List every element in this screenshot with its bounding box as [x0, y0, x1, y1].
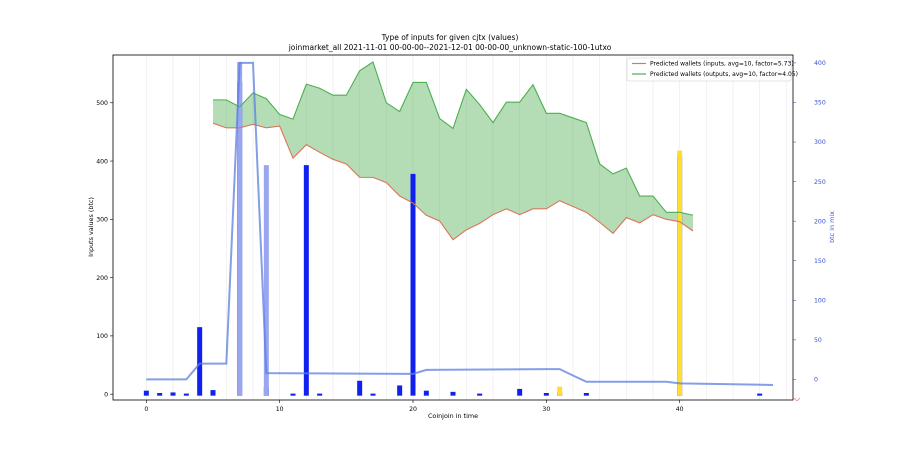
- corner-marker: [793, 397, 801, 402]
- bar-2-31: [557, 386, 563, 396]
- x-tick-label-0: 0: [144, 406, 148, 413]
- legend: Predicted wallets (inputs, avg=10, facto…: [626, 57, 798, 82]
- x-tick-label-30: 30: [542, 406, 550, 413]
- legend-box: [626, 57, 792, 82]
- chart-title: Type of inputs for given cjtx (values): [381, 33, 519, 42]
- bar-1-7: [237, 61, 243, 396]
- right-tick-label-0: 0: [814, 377, 818, 384]
- x-tick-label-10: 10: [276, 406, 284, 413]
- bar-0-2: [170, 392, 176, 396]
- y-tick-label-400: 400: [96, 158, 108, 165]
- series-line-0: [212, 122, 694, 241]
- series-line-1: [213, 61, 694, 216]
- bar-0-21: [423, 390, 429, 396]
- right-axis-label: btc in mix: [828, 211, 836, 243]
- y-tick-label-100: 100: [96, 333, 108, 340]
- x-axis-label: Coinjoin in time: [428, 412, 478, 420]
- bar-0-16: [357, 380, 363, 396]
- y-tick-label-0: 0: [104, 391, 108, 398]
- right-tick-label-50: 50: [814, 337, 822, 344]
- bar-0-5: [210, 390, 216, 396]
- bar-0-0: [143, 390, 149, 396]
- bar-0-20: [410, 173, 416, 396]
- bar-0-11: [290, 393, 296, 396]
- y-axis-ticks: 0 100 200 300 400 500: [96, 100, 113, 398]
- bar-0-23: [450, 391, 456, 396]
- plot-frame: [112, 54, 794, 401]
- bars: [143, 61, 763, 396]
- x-tick-label-40: 40: [676, 406, 684, 413]
- legend-label-outputs: Predicted wallets (outputs, avg=10, fact…: [650, 71, 798, 78]
- bar-0-13: [317, 393, 323, 396]
- series-lines: [146, 61, 774, 386]
- area-fill: [213, 61, 693, 240]
- bar-0-19: [397, 385, 403, 396]
- right-tick-label-350: 350: [814, 100, 826, 107]
- y-axis-label: Inputs values (btc): [87, 197, 95, 257]
- area-between-series: [213, 61, 693, 240]
- grid-lines: [146, 55, 787, 400]
- bar-0-17: [370, 393, 376, 396]
- right-tick-label-250: 250: [814, 179, 826, 186]
- x-tick-label-20: 20: [409, 406, 417, 413]
- right-tick-label-150: 150: [814, 258, 826, 265]
- right-tick-label-300: 300: [814, 139, 826, 146]
- bar-0-4: [197, 327, 203, 396]
- y-tick-label-200: 200: [96, 275, 108, 282]
- bar-0-3: [183, 393, 189, 396]
- bar-2-40: [677, 150, 683, 396]
- bar-1-9: [263, 165, 269, 396]
- y-tick-label-500: 500: [96, 100, 108, 107]
- bar-0-28: [517, 388, 523, 396]
- bar-0-25: [477, 393, 483, 396]
- legend-label-inputs: Predicted wallets (inputs, avg=10, facto…: [650, 61, 794, 68]
- bar-0-46: [757, 393, 763, 396]
- chart-subtitle: joinmarket_all 2021-11-01 00-00-00--2021…: [288, 43, 612, 52]
- x-axis-ticks: 0 10 20 30 40: [144, 400, 684, 413]
- y-tick-label-300: 300: [96, 217, 108, 224]
- bar-0-12: [303, 165, 309, 396]
- right-tick-label-400: 400: [814, 60, 826, 67]
- bar-0-30: [543, 393, 549, 396]
- bar-0-1: [157, 393, 163, 396]
- right-tick-label-200: 200: [814, 218, 826, 225]
- bar-0-33: [583, 393, 589, 396]
- right-axis-ticks: 0 50 100 150 200 250 300 350 400: [793, 60, 826, 384]
- btc-in-mix-line: [146, 61, 774, 386]
- right-tick-label-100: 100: [814, 297, 826, 304]
